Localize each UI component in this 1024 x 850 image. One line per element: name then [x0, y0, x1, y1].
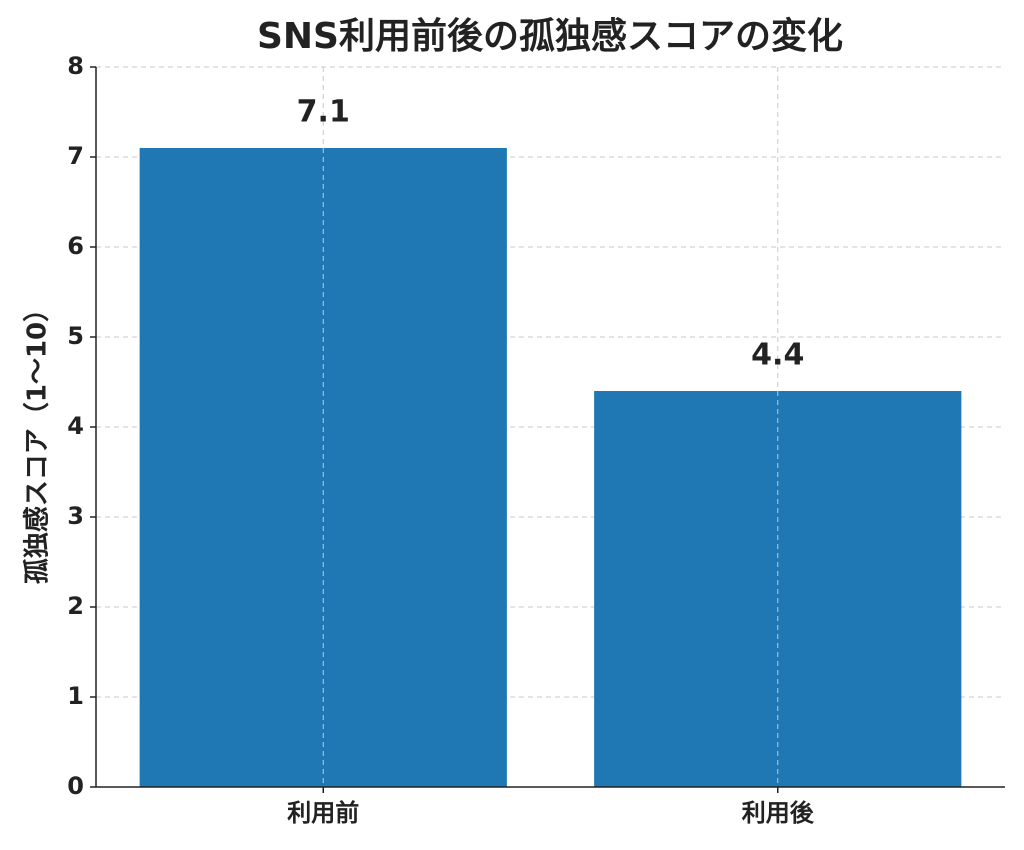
y-tick-label: 3 — [67, 502, 84, 530]
y-tick-label: 4 — [67, 412, 84, 440]
y-tick-label: 5 — [67, 322, 84, 350]
value-label: 7.1 — [297, 95, 350, 130]
y-tick-label: 2 — [67, 592, 84, 620]
y-tick-label: 6 — [67, 232, 84, 260]
y-tick-label: 1 — [67, 682, 84, 710]
y-tick-label: 7 — [67, 142, 84, 170]
y-tick-label: 0 — [67, 772, 84, 800]
x-tick-label: 利用前 — [287, 799, 359, 827]
y-axis-label: 孤独感スコア（1〜10） — [22, 296, 53, 584]
value-label: 4.4 — [751, 338, 804, 373]
x-tick-label: 利用後 — [742, 799, 815, 827]
chart-title: SNS利用前後の孤独感スコアの変化 — [257, 15, 843, 57]
y-tick-label: 8 — [67, 52, 84, 80]
